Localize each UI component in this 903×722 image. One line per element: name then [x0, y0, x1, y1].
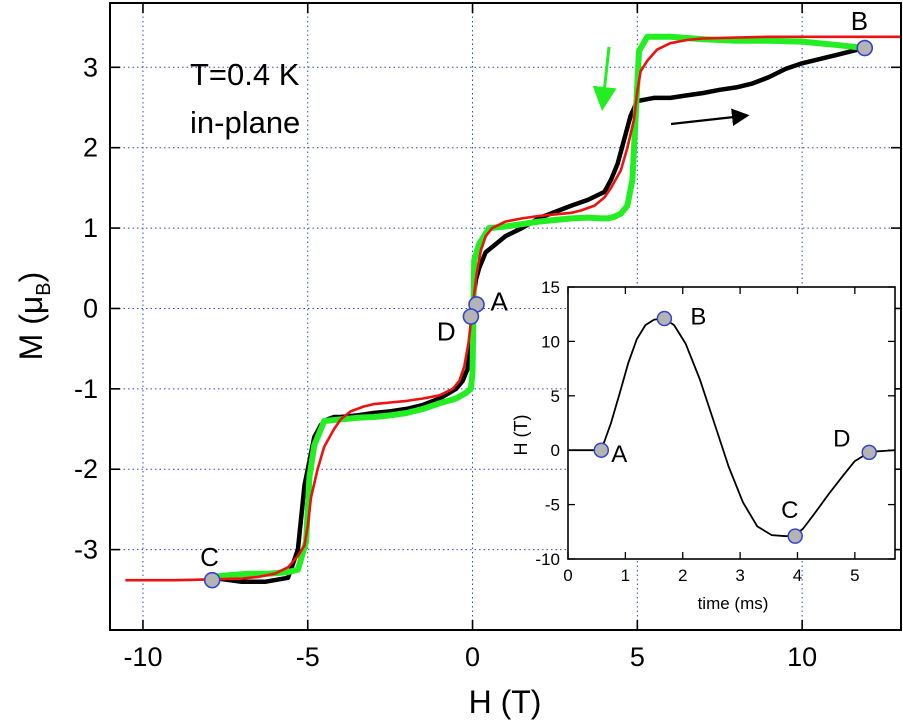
- inset-background: [568, 287, 895, 559]
- y-tick-label: 1: [83, 213, 98, 243]
- inset-point-markers: A B C D: [593, 304, 877, 544]
- inset-x-tick-label: 4: [793, 566, 802, 585]
- inset-marker-point-a: [593, 442, 610, 458]
- inset-y-tick-label: -5: [545, 496, 560, 515]
- y-tick-label: 2: [83, 133, 98, 163]
- y-tick-label: -3: [74, 535, 98, 565]
- inset-marker-point-c: [787, 528, 803, 544]
- inset-marker-label-a: A: [611, 441, 627, 468]
- marker-point-b: [856, 39, 874, 57]
- series-line-fit: [125, 35, 901, 582]
- temperature-annotation: T=0.4 K: [190, 57, 300, 92]
- inset-x-tick-label: 2: [678, 566, 687, 585]
- inset-axis-ticks: 0 1 2 3 4 5 -10 -5 0 5 10 15: [535, 278, 895, 585]
- marker-label-a: A: [490, 286, 508, 316]
- inset-marker-label-b: B: [690, 304, 706, 331]
- x-axis-title: H (T): [469, 684, 542, 720]
- inset-y-tick-label: -10: [535, 550, 560, 569]
- main-point-markers: B A D C: [200, 6, 874, 589]
- inset-marker-label-d: D: [833, 425, 850, 452]
- inset-marker-label-c: C: [781, 497, 798, 524]
- y-axis-title: M (μB): [13, 272, 55, 361]
- inset-x-tick-label: 3: [735, 566, 744, 585]
- y-tick-label: -2: [74, 454, 98, 484]
- inset-y-axis-title: H (T): [511, 415, 531, 456]
- x-tick-label: 0: [465, 642, 480, 672]
- sweep-up-arrow: [670, 108, 750, 126]
- inset-plot-area: [568, 317, 895, 538]
- inset-x-tick-label: 5: [850, 566, 859, 585]
- y-tick-label: 0: [83, 293, 98, 323]
- marker-label-d: D: [437, 317, 456, 347]
- inset-y-tick-label: 0: [551, 441, 560, 460]
- inset-series-line: [568, 317, 895, 538]
- inset-marker-point-d: [861, 444, 877, 461]
- orientation-annotation: in-plane: [190, 105, 300, 140]
- y-tick-label: 3: [83, 52, 98, 82]
- x-tick-label: 5: [630, 642, 645, 672]
- series-line-down: [209, 33, 868, 580]
- inset-x-tick-label: 1: [621, 566, 630, 585]
- marker-label-b: B: [851, 6, 868, 36]
- inset-marker-point-b: [656, 310, 673, 327]
- inset-x-tick-label: 0: [563, 566, 572, 585]
- inset-y-tick-label: 15: [541, 278, 560, 297]
- y-tick-label: -1: [74, 374, 98, 404]
- inset-x-axis-title: time (ms): [698, 594, 769, 613]
- x-tick-label: 10: [787, 642, 817, 672]
- inset-y-tick-label: 5: [551, 387, 560, 406]
- main-plot-frame: [109, 2, 902, 631]
- inset-y-tick-label: 10: [541, 332, 560, 351]
- main-plot-area: [125, 33, 901, 585]
- marker-label-c: C: [200, 542, 219, 572]
- sweep-down-arrow: [592, 46, 617, 111]
- marker-point-d: [462, 308, 480, 325]
- x-tick-label: -10: [123, 642, 162, 672]
- x-tick-label: -5: [296, 642, 320, 672]
- marker-point-c: [203, 571, 221, 589]
- inset-plot-frame: [567, 286, 896, 560]
